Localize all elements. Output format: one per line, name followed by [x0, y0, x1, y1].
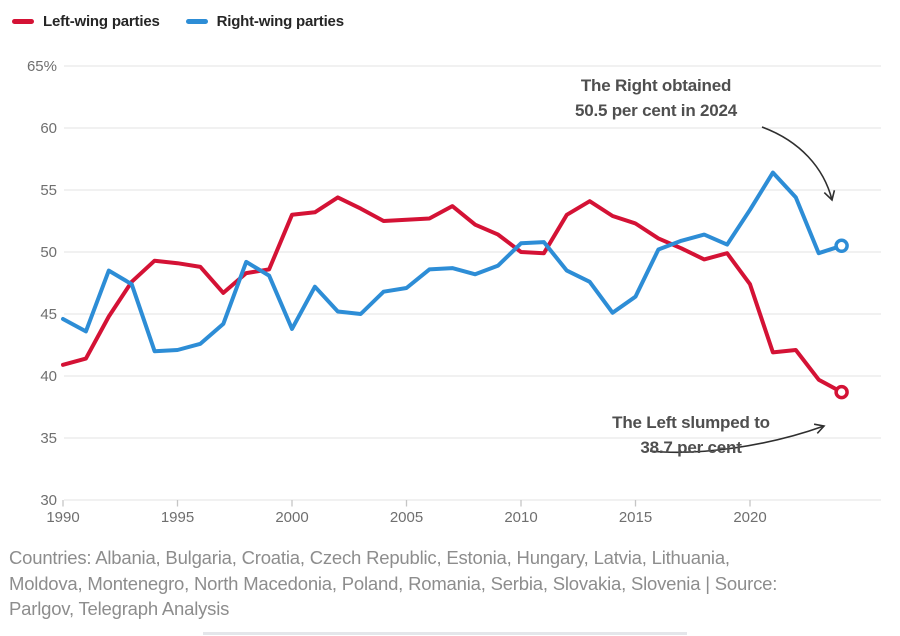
legend-item-left-wing: Left-wing parties [12, 13, 160, 30]
x-axis-label: 2015 [619, 509, 652, 526]
left-series-swatch-icon [12, 19, 34, 24]
y-axis-label: 35 [40, 430, 57, 447]
right-series-line [61, 170, 844, 354]
x-axis-label: 1990 [46, 509, 79, 526]
annotation-right-2024: The Right obtained 50.5 per cent in 2024 [486, 73, 826, 123]
source-note: Countries: Albania, Bulgaria, Croatia, C… [9, 545, 889, 622]
annotation-left-slump: The Left slumped to 38.7 per cent [521, 410, 861, 460]
y-axis-label: 55 [40, 182, 57, 199]
legend-label-right-wing: Right-wing parties [216, 13, 344, 30]
x-axis-label: 2010 [504, 509, 537, 526]
source-note-line3: Parlgov, Telegraph Analysis [9, 598, 230, 619]
annotation-left-line2: 38.7 per cent [640, 438, 742, 457]
y-axis-label: 50 [40, 244, 57, 261]
arrow-to-right-marker-icon [761, 126, 833, 201]
source-note-line1: Countries: Albania, Bulgaria, Croatia, C… [9, 547, 730, 568]
chart-legend: Left-wing parties Right-wing parties [12, 13, 344, 30]
source-note-line2: Moldova, Montenegro, North Macedonia, Po… [9, 572, 778, 594]
x-axis-label: 2005 [390, 509, 423, 526]
y-axis-label: 65% [27, 58, 57, 75]
y-axis-label: 40 [40, 368, 57, 385]
legend-label-left-wing: Left-wing parties [43, 13, 160, 30]
right-series-end-marker [834, 238, 849, 254]
x-axis-label: 2000 [275, 509, 308, 526]
y-axis-label: 30 [40, 492, 57, 509]
left-series-line [61, 195, 844, 395]
arrow-to-left-marker-icon [649, 425, 825, 454]
legend-item-right-wing: Right-wing parties [185, 13, 344, 30]
arrowhead-left-icon [813, 423, 826, 434]
arrowhead-right-icon [823, 190, 836, 202]
annotation-left-line1: The Left slumped to [612, 413, 770, 432]
annotation-right-line2: 50.5 per cent in 2024 [574, 101, 738, 120]
right-series-swatch-icon [185, 19, 208, 24]
annotation-right-line1: The Right obtained [580, 76, 732, 95]
left-series-end-marker [834, 384, 849, 400]
bottom-edge-bar [203, 632, 687, 635]
y-axis-label: 45 [40, 306, 57, 323]
y-axis-label: 60 [40, 120, 57, 137]
x-axis-label: 2020 [733, 509, 766, 526]
x-axis-label: 1995 [161, 509, 194, 526]
